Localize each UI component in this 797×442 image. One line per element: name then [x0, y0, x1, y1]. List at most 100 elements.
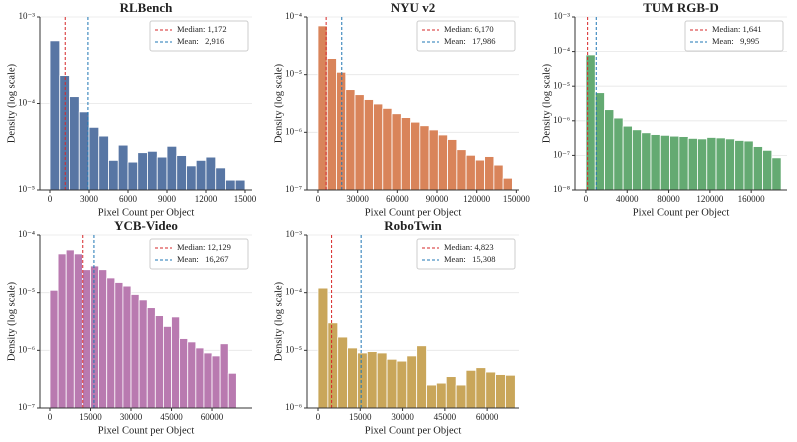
- bar: [474, 159, 486, 191]
- y-tick-label: 10⁻⁸: [553, 184, 570, 194]
- x-tick-label: 60000: [201, 412, 224, 422]
- y-tick-label: 10⁻⁴: [18, 98, 35, 108]
- bar: [90, 265, 100, 409]
- title: RoboTwin: [384, 218, 442, 233]
- bar: [215, 167, 226, 191]
- y-axis-label: Density (log scale): [6, 281, 17, 361]
- y-tick-label: 10⁻⁵: [18, 184, 35, 194]
- bar: [336, 71, 347, 191]
- legend-box: [149, 238, 249, 270]
- bar: [416, 345, 427, 409]
- bar: [225, 179, 236, 191]
- legend-label: Mean: 16,267: [177, 254, 228, 264]
- bar: [195, 347, 205, 409]
- x-tick-label: 30000: [120, 412, 143, 422]
- bar: [485, 371, 497, 409]
- bar: [650, 134, 661, 191]
- x-tick-label: 40000: [616, 194, 639, 204]
- x-tick-label: 15000: [79, 412, 102, 422]
- y-tick-label: 10⁻⁷: [285, 184, 302, 194]
- bar: [669, 135, 680, 191]
- y-tick-label: 10⁻⁶: [18, 344, 35, 354]
- bar: [317, 287, 329, 409]
- bar: [386, 358, 398, 409]
- bar: [435, 382, 447, 409]
- bar: [227, 372, 237, 409]
- y-tick-label: 10⁻⁴: [285, 11, 302, 21]
- bar: [195, 159, 207, 191]
- x-tick-label: 60000: [386, 194, 409, 204]
- bar: [622, 125, 633, 191]
- bar: [127, 161, 139, 191]
- bar: [88, 126, 100, 191]
- bar: [171, 316, 181, 409]
- bar: [179, 338, 189, 409]
- legend-label: Mean: 2,916: [177, 36, 224, 46]
- x-tick-label: 45000: [160, 412, 183, 422]
- bar: [445, 376, 457, 409]
- bar: [419, 125, 430, 191]
- bar: [166, 145, 178, 191]
- bar: [475, 367, 487, 409]
- bar: [176, 155, 187, 191]
- x-tick-label: 15000: [234, 194, 257, 204]
- bar: [613, 117, 624, 191]
- bar: [456, 149, 467, 191]
- bar: [98, 269, 108, 409]
- bar: [724, 138, 736, 191]
- y-tick-label: 10⁻⁷: [553, 149, 570, 159]
- bar: [117, 144, 129, 191]
- bar: [687, 137, 698, 191]
- bar: [715, 137, 726, 191]
- legend-label: Mean: 9,995: [712, 36, 759, 46]
- bar: [495, 374, 506, 409]
- x-tick-label: 30000: [391, 412, 414, 422]
- bar: [186, 165, 197, 191]
- bar: [447, 139, 458, 191]
- bar: [187, 341, 197, 409]
- bar: [455, 384, 467, 409]
- y-tick-label: 10⁻⁵: [553, 80, 570, 90]
- bar: [641, 132, 652, 191]
- bar: [347, 347, 358, 409]
- bar: [357, 352, 368, 409]
- x-tick-label: 120000: [463, 194, 491, 204]
- bar: [493, 164, 504, 191]
- x-axis-label: Pixel Count per Object: [98, 207, 195, 218]
- bar: [122, 285, 132, 409]
- bar: [410, 121, 421, 191]
- subplot: 10⁻⁸ 10⁻⁷ 10⁻⁶ 10⁻⁵ 10⁻⁴ 10⁻³ 0 40000 80000 12000…: [541, 0, 787, 218]
- legend-box: [416, 238, 516, 270]
- bar: [505, 374, 516, 409]
- bar: [373, 103, 384, 191]
- title: RLBench: [120, 0, 174, 15]
- bar: [484, 156, 495, 191]
- x-tick-label: 80000: [657, 194, 680, 204]
- y-tick-label: 10⁻⁴: [18, 229, 35, 239]
- bar: [57, 253, 67, 409]
- bar: [363, 99, 374, 191]
- bar: [354, 94, 365, 191]
- bar: [327, 322, 339, 409]
- bar: [82, 269, 91, 409]
- x-tick-label: 90000: [426, 194, 449, 204]
- bar: [659, 134, 670, 191]
- bar: [147, 150, 158, 191]
- bar: [697, 138, 708, 191]
- x-tick-label: 0: [48, 412, 53, 422]
- bar: [376, 352, 388, 409]
- bar: [345, 89, 356, 191]
- bar: [391, 113, 402, 191]
- title: TUM RGB-D: [643, 0, 718, 15]
- bar: [65, 249, 75, 409]
- bar: [382, 108, 393, 191]
- bar: [49, 40, 61, 191]
- y-tick-label: 10⁻⁴: [553, 46, 570, 56]
- legend-box: [416, 20, 516, 52]
- y-tick-label: 10⁻⁵: [285, 344, 302, 354]
- bar: [108, 159, 119, 191]
- bar: [114, 282, 124, 409]
- title: NYU v2: [391, 0, 435, 15]
- bar: [604, 109, 615, 191]
